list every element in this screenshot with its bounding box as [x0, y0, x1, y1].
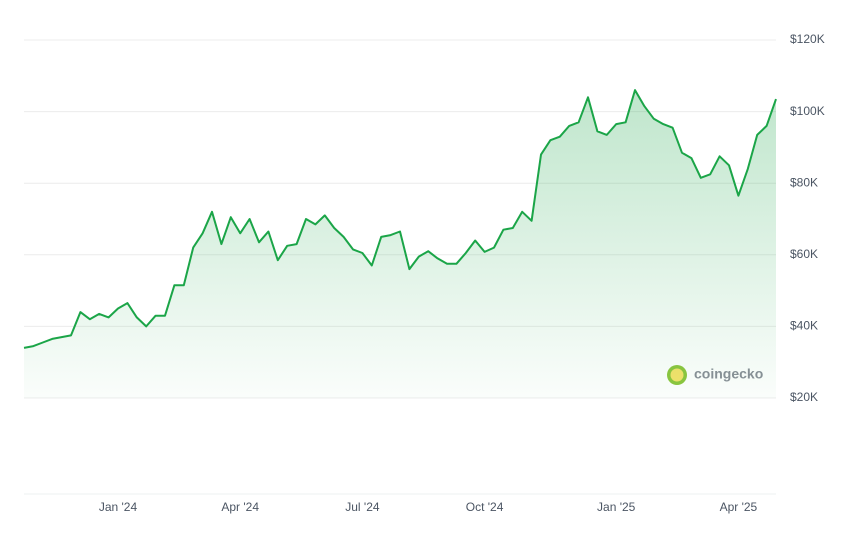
- y-tick-label: $40K: [790, 319, 818, 333]
- x-tick-label: Oct '24: [466, 500, 504, 514]
- price-line: [23, 89, 777, 349]
- x-tick-label: Jul '24: [345, 500, 380, 514]
- x-tick-label: Jan '24: [99, 500, 138, 514]
- x-tick-label: Apr '25: [720, 500, 758, 514]
- y-tick-label: $100K: [790, 104, 825, 118]
- y-tick-label: $80K: [790, 175, 818, 189]
- x-tick-label: Jan '25: [597, 500, 636, 514]
- y-tick-label: $20K: [790, 390, 818, 404]
- y-tick-label: $120K: [790, 32, 825, 46]
- x-tick-label: Apr '24: [221, 500, 259, 514]
- price-area: [24, 90, 776, 398]
- y-tick-label: $60K: [790, 247, 818, 261]
